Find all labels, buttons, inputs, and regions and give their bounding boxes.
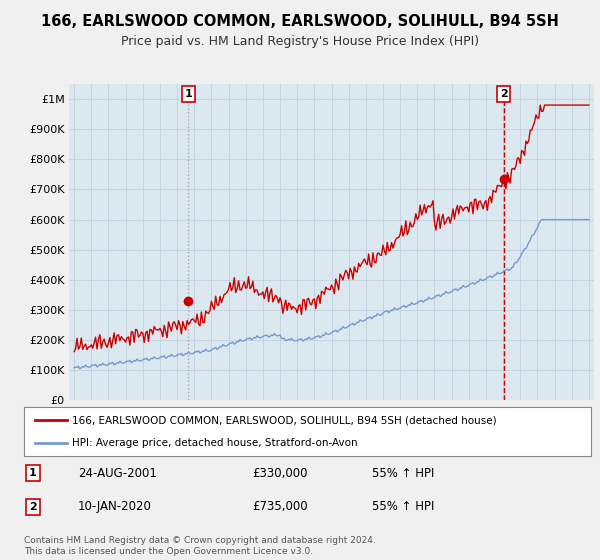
Text: 2: 2: [29, 502, 37, 512]
Text: £330,000: £330,000: [252, 466, 308, 480]
Text: 10-JAN-2020: 10-JAN-2020: [78, 500, 152, 514]
Text: 166, EARLSWOOD COMMON, EARLSWOOD, SOLIHULL, B94 5SH (detached house): 166, EARLSWOOD COMMON, EARLSWOOD, SOLIHU…: [72, 416, 497, 426]
Text: 55% ↑ HPI: 55% ↑ HPI: [372, 500, 434, 514]
Text: £735,000: £735,000: [252, 500, 308, 514]
Text: HPI: Average price, detached house, Stratford-on-Avon: HPI: Average price, detached house, Stra…: [72, 438, 358, 448]
Text: 2: 2: [500, 88, 508, 99]
Text: Contains HM Land Registry data © Crown copyright and database right 2024.
This d: Contains HM Land Registry data © Crown c…: [24, 536, 376, 556]
Text: 24-AUG-2001: 24-AUG-2001: [78, 466, 157, 480]
Text: 1: 1: [184, 88, 192, 99]
Text: 55% ↑ HPI: 55% ↑ HPI: [372, 466, 434, 480]
Text: Price paid vs. HM Land Registry's House Price Index (HPI): Price paid vs. HM Land Registry's House …: [121, 35, 479, 48]
Text: 1: 1: [29, 468, 37, 478]
Text: 166, EARLSWOOD COMMON, EARLSWOOD, SOLIHULL, B94 5SH: 166, EARLSWOOD COMMON, EARLSWOOD, SOLIHU…: [41, 14, 559, 29]
